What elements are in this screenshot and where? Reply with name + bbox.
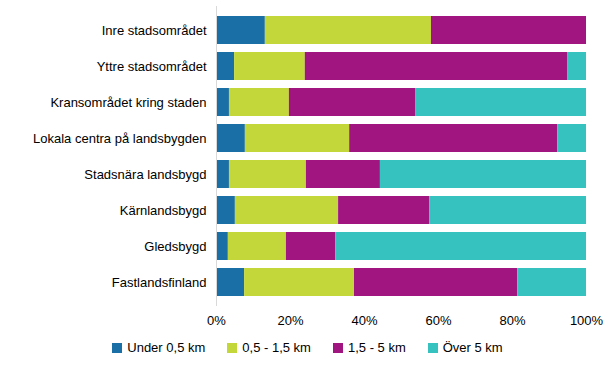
svg-text:Lokala centra på landsbygden: Lokala centra på landsbygden [33, 131, 206, 146]
html-text:Över 5 km: Över 5 km [442, 340, 503, 355]
svg-text:Yttre stadsområdet: Yttre stadsområdet [97, 59, 207, 74]
svg-text:Stadsnära landsbygd: Stadsnära landsbygd [84, 167, 206, 182]
svg-text:40%: 40% [351, 313, 377, 328]
svg-text:Kärnlandsbygd: Kärnlandsbygd [120, 203, 207, 218]
svg-text:60%: 60% [425, 313, 451, 328]
svg-text:Inre stadsområdet: Inre stadsområdet [102, 23, 207, 38]
svg-text:Kransområdet kring staden: Kransområdet kring staden [50, 95, 206, 110]
html-text:Under 0,5 km: Under 0,5 km [127, 340, 206, 355]
svg-text:100%: 100% [570, 313, 604, 328]
svg-text:80%: 80% [499, 313, 525, 328]
svg-text:Fastlandsfinland: Fastlandsfinland [112, 275, 207, 290]
svg-text:Gledsbygd: Gledsbygd [144, 239, 206, 254]
html-text:0,5 - 1,5 km: 0,5 - 1,5 km [242, 340, 311, 355]
svg-text:20%: 20% [277, 313, 303, 328]
html-text:1,5 - 5 km: 1,5 - 5 km [348, 340, 406, 355]
svg-text:0%: 0% [207, 313, 226, 328]
